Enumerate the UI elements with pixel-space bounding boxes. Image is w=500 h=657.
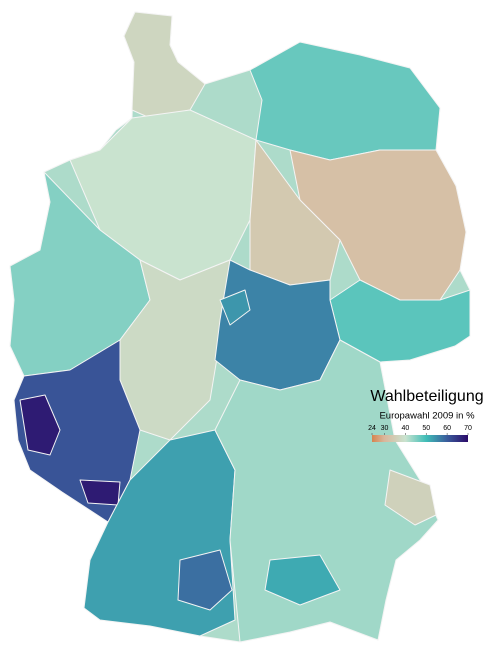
legend-tick-label: 30 xyxy=(381,425,389,432)
region xyxy=(249,41,441,161)
region xyxy=(119,259,241,441)
color-bar xyxy=(372,435,468,442)
legend-tick-label: 70 xyxy=(464,425,472,432)
region xyxy=(177,549,233,611)
legend-tick-label: 50 xyxy=(422,425,430,432)
regions xyxy=(9,11,471,643)
legend-tick-label: 40 xyxy=(401,425,409,432)
legend: Wahlbeteiligung Europawahl 2009 in % 24 3… xyxy=(368,388,484,442)
region xyxy=(219,289,251,326)
map-title: Wahlbeteiligung xyxy=(370,388,483,405)
map-subtitle: Europawahl 2009 in % xyxy=(379,411,475,422)
region xyxy=(123,11,206,119)
region xyxy=(384,469,437,526)
region xyxy=(264,554,341,606)
legend-tick-label: 24 xyxy=(368,425,376,432)
legend-tick-label: 60 xyxy=(443,425,451,432)
